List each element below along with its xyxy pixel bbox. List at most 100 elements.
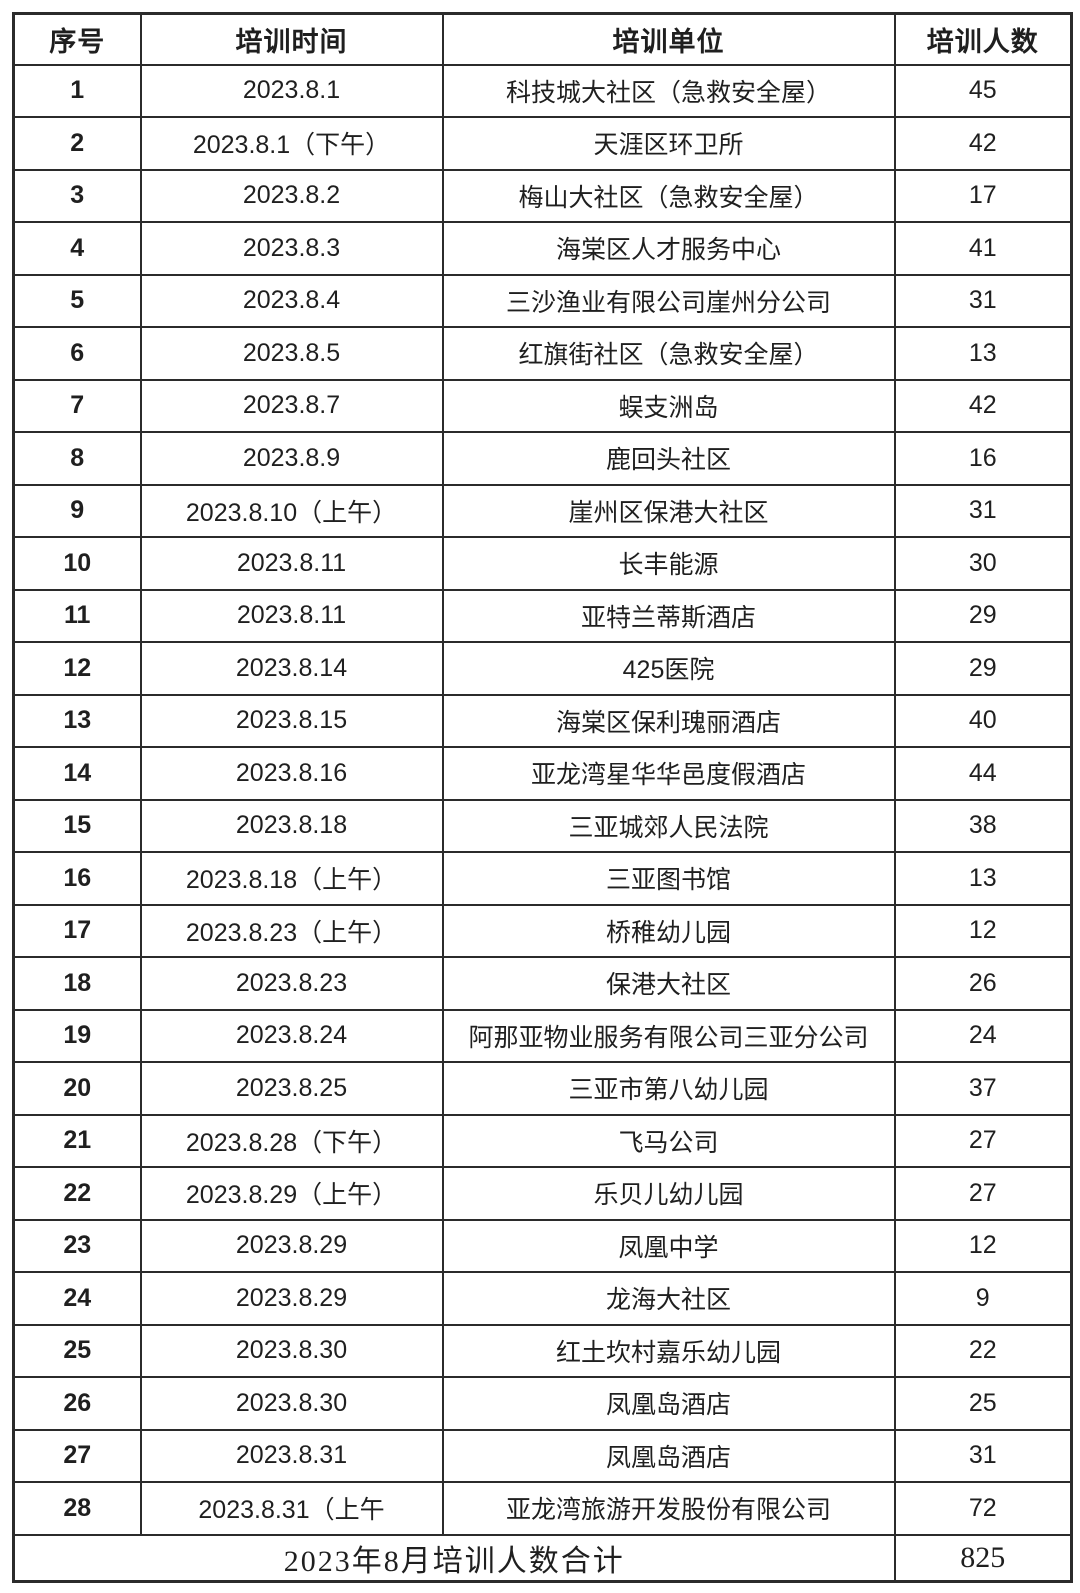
row-index-cell: 28 [12, 1481, 142, 1536]
row-index-cell: 21 [12, 1113, 142, 1168]
trainee-count-cell: 9 [893, 1271, 1073, 1326]
table-row: 11 2023.8.11 亚特兰蒂斯酒店 29 [12, 588, 1073, 643]
table-row: 22 2023.8.29（上午） 乐贝儿幼儿园 27 [12, 1166, 1073, 1221]
training-date-cell: 2023.8.9 [139, 431, 444, 486]
table-row: 8 2023.8.9 鹿回头社区 16 [12, 431, 1073, 486]
row-index-cell: 10 [12, 536, 142, 591]
row-index-cell: 19 [12, 1008, 142, 1063]
row-index-cell: 27 [12, 1428, 142, 1483]
training-unit-cell: 龙海大社区 [441, 1271, 896, 1326]
training-unit-cell: 乐贝儿幼儿园 [441, 1166, 896, 1221]
table-row: 7 2023.8.7 蜈支洲岛 42 [12, 378, 1073, 433]
trainee-count-cell: 17 [893, 168, 1073, 223]
row-index-cell: 24 [12, 1271, 142, 1326]
training-unit-cell: 亚龙湾旅游开发股份有限公司 [441, 1481, 896, 1536]
training-unit-cell: 三亚图书馆 [441, 851, 896, 906]
training-date-cell: 2023.8.24 [139, 1008, 444, 1063]
table-body: 1 2023.8.1 科技城大社区（急救安全屋） 45 2 2023.8.1（下… [12, 63, 1073, 1536]
row-index-cell: 23 [12, 1218, 142, 1273]
training-date-cell: 2023.8.29 [139, 1271, 444, 1326]
training-unit-cell: 凤凰岛酒店 [441, 1428, 896, 1483]
training-date-cell: 2023.8.29（上午） [139, 1166, 444, 1221]
table-header: 序号 培训时间 培训单位 培训人数 [12, 12, 1073, 66]
row-index-cell: 1 [12, 63, 142, 118]
trainee-count-cell: 16 [893, 431, 1073, 486]
training-unit-cell: 红旗街社区（急救安全屋） [441, 326, 896, 381]
training-unit-cell: 阿那亚物业服务有限公司三亚分公司 [441, 1008, 896, 1063]
training-date-cell: 2023.8.31（上午 [139, 1481, 444, 1536]
table-row: 10 2023.8.11 长丰能源 30 [12, 536, 1073, 591]
table-row: 4 2023.8.3 海棠区人才服务中心 41 [12, 221, 1073, 276]
training-unit-cell: 亚龙湾星华华邑度假酒店 [441, 746, 896, 801]
table-row: 14 2023.8.16 亚龙湾星华华邑度假酒店 44 [12, 746, 1073, 801]
training-date-cell: 2023.8.30 [139, 1376, 444, 1431]
training-unit-cell: 桥稚幼儿园 [441, 903, 896, 958]
trainee-count-cell: 13 [893, 326, 1073, 381]
training-unit-cell: 亚特兰蒂斯酒店 [441, 588, 896, 643]
training-date-cell: 2023.8.23（上午） [139, 903, 444, 958]
training-date-cell: 2023.8.25 [139, 1061, 444, 1116]
training-date-cell: 2023.8.10（上午） [139, 483, 444, 538]
training-unit-cell: 梅山大社区（急救安全屋） [441, 168, 896, 223]
training-unit-cell: 凤凰岛酒店 [441, 1376, 896, 1431]
trainee-count-cell: 40 [893, 693, 1073, 748]
monthly-total-value: 825 [893, 1533, 1073, 1582]
trainee-count-cell: 26 [893, 956, 1073, 1011]
header-row: 序号 培训时间 培训单位 培训人数 [12, 12, 1073, 66]
row-index-cell: 25 [12, 1323, 142, 1378]
table-row: 28 2023.8.31（上午 亚龙湾旅游开发股份有限公司 72 [12, 1481, 1073, 1536]
row-index-cell: 22 [12, 1166, 142, 1221]
table-row: 5 2023.8.4 三沙渔业有限公司崖州分公司 31 [12, 273, 1073, 328]
training-unit-cell: 三亚市第八幼儿园 [441, 1061, 896, 1116]
table-row: 15 2023.8.18 三亚城郊人民法院 38 [12, 798, 1073, 853]
table-row: 25 2023.8.30 红土坎村嘉乐幼儿园 22 [12, 1323, 1073, 1378]
training-unit-cell: 海棠区保利瑰丽酒店 [441, 693, 896, 748]
training-date-cell: 2023.8.15 [139, 693, 444, 748]
training-unit-cell: 三沙渔业有限公司崖州分公司 [441, 273, 896, 328]
row-index-cell: 14 [12, 746, 142, 801]
table-row: 24 2023.8.29 龙海大社区 9 [12, 1271, 1073, 1326]
table-row: 9 2023.8.10（上午） 崖州区保港大社区 31 [12, 483, 1073, 538]
training-unit-cell: 蜈支洲岛 [441, 378, 896, 433]
trainee-count-cell: 27 [893, 1166, 1073, 1221]
training-date-cell: 2023.8.7 [139, 378, 444, 433]
training-unit-cell: 科技城大社区（急救安全屋） [441, 63, 896, 118]
row-index-cell: 4 [12, 221, 142, 276]
trainee-count-cell: 41 [893, 221, 1073, 276]
trainee-count-cell: 44 [893, 746, 1073, 801]
training-date-cell: 2023.8.4 [139, 273, 444, 328]
training-date-cell: 2023.8.16 [139, 746, 444, 801]
row-index-cell: 16 [12, 851, 142, 906]
training-date-cell: 2023.8.1 [139, 63, 444, 118]
trainee-count-cell: 30 [893, 536, 1073, 591]
training-unit-cell: 保港大社区 [441, 956, 896, 1011]
header-training-time: 培训时间 [139, 12, 444, 66]
training-schedule-table: 序号 培训时间 培训单位 培训人数 1 2023.8.1 科技城大社区（急救安全… [12, 12, 1073, 1583]
trainee-count-cell: 45 [893, 63, 1073, 118]
table-row: 27 2023.8.31 凤凰岛酒店 31 [12, 1428, 1073, 1483]
training-date-cell: 2023.8.30 [139, 1323, 444, 1378]
training-date-cell: 2023.8.23 [139, 956, 444, 1011]
training-date-cell: 2023.8.2 [139, 168, 444, 223]
training-date-cell: 2023.8.1（下午） [139, 116, 444, 171]
training-unit-cell: 红土坎村嘉乐幼儿园 [441, 1323, 896, 1378]
table-row: 13 2023.8.15 海棠区保利瑰丽酒店 40 [12, 693, 1073, 748]
training-date-cell: 2023.8.5 [139, 326, 444, 381]
training-unit-cell: 飞马公司 [441, 1113, 896, 1168]
table-row: 16 2023.8.18（上午） 三亚图书馆 13 [12, 851, 1073, 906]
training-unit-cell: 天涯区环卫所 [441, 116, 896, 171]
trainee-count-cell: 29 [893, 588, 1073, 643]
row-index-cell: 15 [12, 798, 142, 853]
trainee-count-cell: 37 [893, 1061, 1073, 1116]
row-index-cell: 17 [12, 903, 142, 958]
header-trainee-count: 培训人数 [893, 12, 1073, 66]
trainee-count-cell: 31 [893, 1428, 1073, 1483]
training-date-cell: 2023.8.31 [139, 1428, 444, 1483]
monthly-total-label: 2023年8月培训人数合计 [12, 1533, 896, 1582]
trainee-count-cell: 24 [893, 1008, 1073, 1063]
table-row: 18 2023.8.23 保港大社区 26 [12, 956, 1073, 1011]
training-date-cell: 2023.8.11 [139, 588, 444, 643]
table-footer: 2023年8月培训人数合计 825 [12, 1533, 1073, 1582]
table-row: 20 2023.8.25 三亚市第八幼儿园 37 [12, 1061, 1073, 1116]
training-unit-cell: 凤凰中学 [441, 1218, 896, 1273]
